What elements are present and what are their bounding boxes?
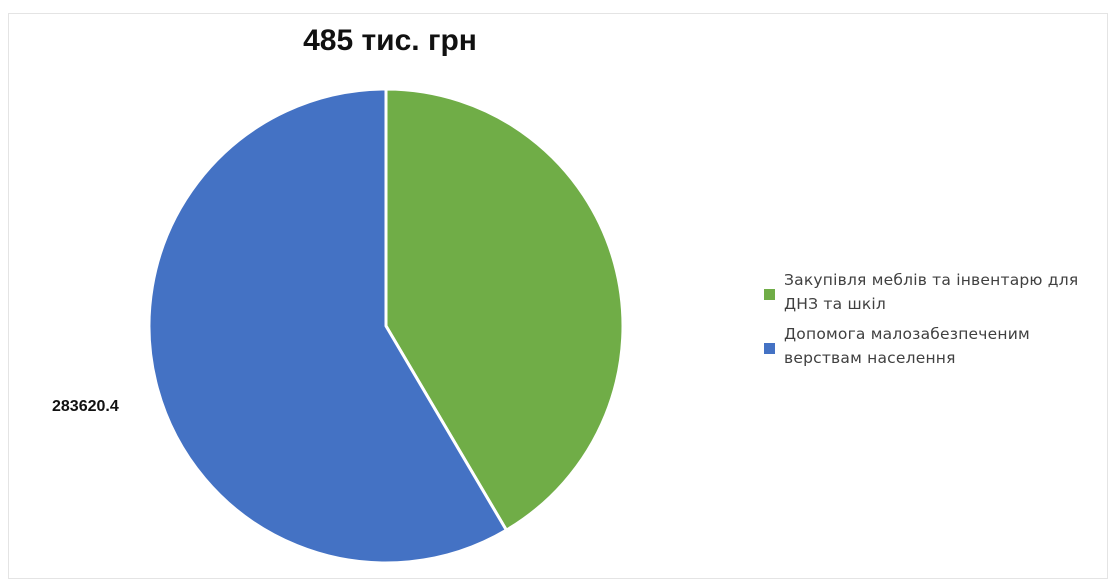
legend-item-assistance: Допомога малозабезпеченим верствам насел… [764,322,1104,370]
pie-slice-1 [384,87,625,532]
pie-slice-2 [147,87,508,565]
chart-title: 485 тис. грн [303,24,477,57]
legend-swatch-green [764,289,775,300]
legend-swatch-blue [764,343,775,354]
data-label-slice-1: 283620.4 [52,398,119,415]
legend-label-furniture: Закупівля меблів та інвентарю для ДНЗ та… [784,271,1079,313]
legend-label-assistance: Допомога малозабезпеченим верствам насел… [784,325,1030,367]
legend-item-furniture: Закупівля меблів та інвентарю для ДНЗ та… [764,268,1104,316]
legend: Закупівля меблів та інвентарю для ДНЗ та… [764,268,1104,376]
